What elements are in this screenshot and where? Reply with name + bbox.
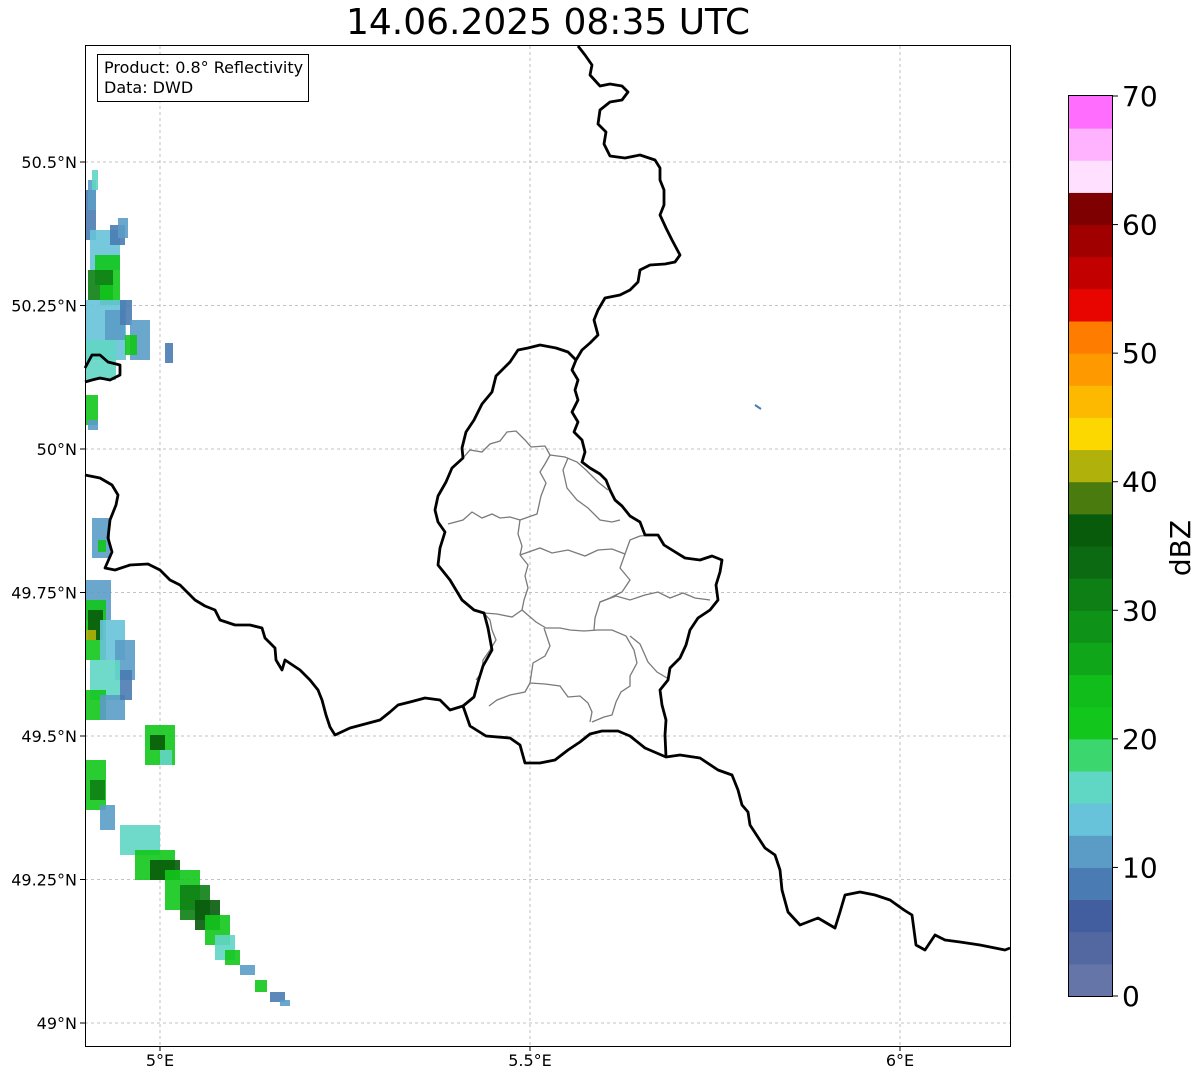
map-frame xyxy=(85,45,1011,1047)
echo-cell xyxy=(754,404,762,410)
latitude-ticks: 50.5°N 50.25°N 50°N 49.75°N 49.5°N 49.25°N 49°… xyxy=(11,153,85,1033)
echo-cell xyxy=(90,780,105,800)
echo-cell xyxy=(86,395,98,425)
y-tick-label: 49.5°N xyxy=(21,727,77,746)
echo-cell xyxy=(225,950,240,965)
echo-cell xyxy=(125,335,137,355)
y-tick-label: 49°N xyxy=(37,1014,77,1033)
y-tick-label: 50°N xyxy=(37,440,77,459)
echo-cell xyxy=(92,170,98,190)
y-tick-label: 49.25°N xyxy=(11,871,77,890)
echo-cell xyxy=(240,965,255,975)
y-tick-label: 49.75°N xyxy=(11,584,77,603)
echo-cell xyxy=(88,420,98,430)
echo-cell xyxy=(120,300,132,325)
echo-cell xyxy=(88,180,96,210)
map-title: 14.06.2025 08:35 UTC xyxy=(345,2,751,43)
x-tick-label: 6°E xyxy=(886,1051,914,1070)
echo-cell xyxy=(86,190,96,240)
info-box: Product: 0.8° Reflectivity Data: DWD xyxy=(97,54,310,102)
echo-cell xyxy=(86,340,116,380)
borders xyxy=(83,45,1011,952)
longitude-ticks: 5°E5.5°E6°E6.5°E7°E xyxy=(146,1046,914,1070)
echo-cell xyxy=(120,670,132,700)
info-data-line: Data: DWD xyxy=(104,78,194,97)
echo-cell xyxy=(86,630,96,640)
gridlines xyxy=(85,46,1010,1046)
echo-cell xyxy=(280,1000,290,1006)
canton-boundaries xyxy=(447,430,711,723)
echo-cell xyxy=(165,343,173,363)
echo-cell xyxy=(150,735,165,750)
echo-cell xyxy=(118,218,128,238)
echo-cell xyxy=(270,992,285,1002)
national-borders xyxy=(83,45,1011,952)
y-tick-label: 50.25°N xyxy=(11,297,77,316)
radar-echoes xyxy=(86,170,762,1006)
info-product-line: Product: 0.8° Reflectivity xyxy=(104,58,304,77)
echo-cell xyxy=(255,980,267,992)
y-tick-label: 50.5°N xyxy=(21,153,77,172)
echo-cell xyxy=(160,750,172,765)
echo-cell xyxy=(98,540,106,552)
x-tick-label: 5°E xyxy=(146,1051,174,1070)
x-tick-label: 5.5°E xyxy=(508,1051,552,1070)
echo-cell xyxy=(100,805,115,830)
